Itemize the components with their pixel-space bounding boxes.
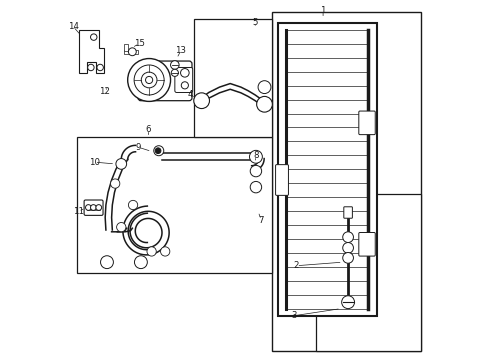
Text: 12: 12 <box>99 87 110 96</box>
Text: 5: 5 <box>252 18 258 27</box>
Circle shape <box>127 59 170 102</box>
Circle shape <box>256 96 272 112</box>
Circle shape <box>342 252 353 263</box>
Circle shape <box>171 69 178 76</box>
Circle shape <box>90 34 97 40</box>
Bar <box>77 137 272 273</box>
Bar <box>272 12 421 351</box>
Circle shape <box>342 232 353 243</box>
Circle shape <box>250 165 261 177</box>
Text: 13: 13 <box>175 46 186 55</box>
Circle shape <box>90 204 96 210</box>
FancyBboxPatch shape <box>358 111 374 135</box>
Bar <box>315 194 420 351</box>
Text: 4: 4 <box>187 90 193 99</box>
Circle shape <box>87 64 94 71</box>
Circle shape <box>180 68 189 77</box>
Circle shape <box>116 222 125 232</box>
Circle shape <box>97 64 103 71</box>
Text: 7: 7 <box>258 216 264 225</box>
Circle shape <box>134 65 164 95</box>
Text: 15: 15 <box>133 39 144 48</box>
FancyBboxPatch shape <box>124 44 127 51</box>
Bar <box>278 23 376 316</box>
Text: 10: 10 <box>89 158 100 167</box>
Circle shape <box>147 247 156 256</box>
Circle shape <box>116 158 126 169</box>
FancyBboxPatch shape <box>358 233 374 256</box>
Text: 2: 2 <box>293 261 299 270</box>
FancyBboxPatch shape <box>124 50 138 54</box>
Circle shape <box>341 296 354 309</box>
Bar <box>194 19 272 137</box>
Circle shape <box>145 76 152 84</box>
Circle shape <box>160 247 169 256</box>
Circle shape <box>153 146 163 156</box>
Circle shape <box>181 82 188 89</box>
Text: 14: 14 <box>67 22 79 31</box>
Circle shape <box>249 150 262 163</box>
Circle shape <box>85 204 91 210</box>
Circle shape <box>110 179 120 188</box>
FancyBboxPatch shape <box>275 165 288 195</box>
FancyBboxPatch shape <box>138 61 192 101</box>
Circle shape <box>155 148 161 154</box>
FancyBboxPatch shape <box>175 67 192 93</box>
Circle shape <box>96 204 102 210</box>
Polygon shape <box>80 30 103 73</box>
Text: 11: 11 <box>73 207 84 216</box>
Circle shape <box>101 256 113 269</box>
Circle shape <box>258 81 270 94</box>
Circle shape <box>141 72 157 88</box>
Circle shape <box>128 201 138 210</box>
Circle shape <box>134 256 147 269</box>
Text: 6: 6 <box>145 126 150 135</box>
Text: 1: 1 <box>320 6 325 15</box>
Circle shape <box>193 93 209 109</box>
Circle shape <box>128 48 136 56</box>
Text: 9: 9 <box>135 143 141 152</box>
Text: 3: 3 <box>290 311 296 320</box>
Circle shape <box>250 181 261 193</box>
Text: 8: 8 <box>253 151 258 160</box>
Circle shape <box>170 61 179 69</box>
FancyBboxPatch shape <box>84 200 103 215</box>
FancyBboxPatch shape <box>343 207 352 218</box>
Circle shape <box>342 243 353 253</box>
